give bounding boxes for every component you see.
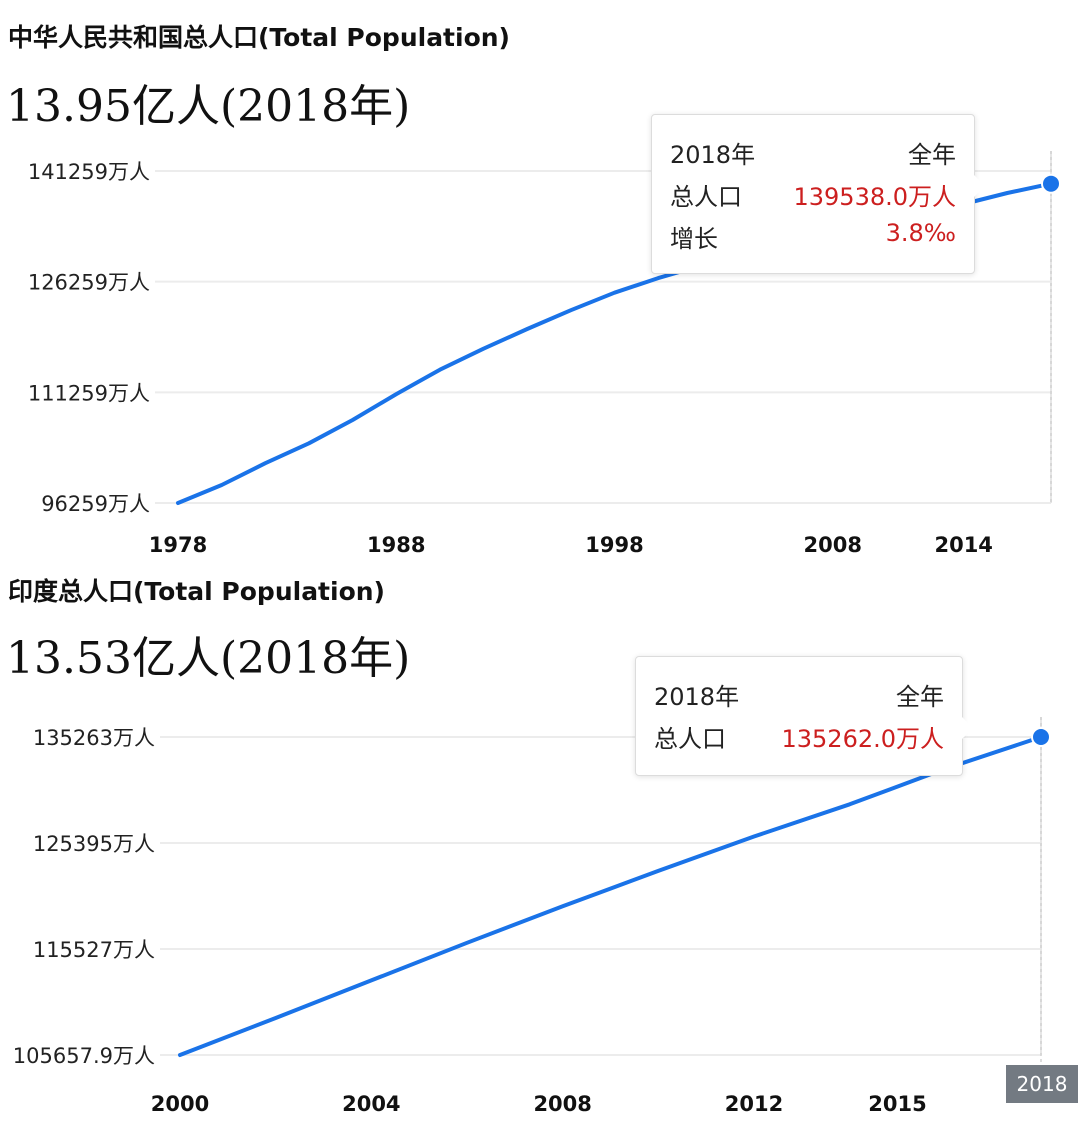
x-tick-label: 1998 (585, 533, 643, 557)
y-tick-label: 111259万人 (28, 381, 150, 405)
x-tick-label: 2014 (934, 533, 992, 557)
tooltip-growth-value: 3.8‰ (885, 219, 956, 247)
india-headline-value: 13.53亿人(2018年) (6, 633, 411, 684)
tooltip-pop-value: 135262.0万人 (781, 725, 944, 753)
x-tick-label: 2012 (725, 1092, 783, 1116)
y-tick-label: 96259万人 (41, 492, 150, 516)
india-population-panel: 印度总人口(Total Population) 13.53亿人(2018年) 1… (0, 570, 1080, 1128)
india-tooltip: 2018年 全年 总人口 135262.0万人 (635, 656, 973, 776)
tooltip-year: 2018年 (670, 141, 756, 169)
x-tick-label: 2008 (533, 1092, 591, 1116)
x-tick-label: 1978 (149, 533, 207, 557)
china-chart-title: 中华人民共和国总人口(Total Population) (8, 23, 510, 52)
india-line-chart: 135263万人 125395万人 115527万人 105657.9万人 2000 20… (13, 717, 1051, 1116)
tooltip-pop-label: 总人口 (670, 183, 742, 211)
x-tick-label: 2008 (804, 533, 862, 557)
tooltip-period: 全年 (908, 141, 956, 169)
tooltip-growth-label: 增长 (670, 225, 718, 253)
x-tick-label: 2000 (151, 1092, 209, 1116)
x-tick-label: 2015 (868, 1092, 926, 1116)
y-tick-label: 135263万人 (33, 726, 155, 750)
highlighted-year-badge: 2018 (1006, 1065, 1078, 1103)
y-tick-label: 126259万人 (28, 271, 150, 295)
x-tick-label: 2004 (342, 1092, 400, 1116)
tooltip-pop-value: 139538.0万人 (793, 183, 956, 211)
china-tooltip: 2018年 全年 总人口 139538.0万人 增长 3.8‰ (651, 114, 985, 274)
china-headline-value: 13.95亿人(2018年) (6, 81, 411, 132)
last-point-marker (1031, 727, 1051, 748)
y-tick-label: 125395万人 (33, 832, 155, 856)
y-tick-label: 141259万人 (28, 160, 150, 184)
last-point-marker (1041, 173, 1061, 194)
india-chart-title: 印度总人口(Total Population) (8, 577, 385, 606)
china-line-chart: 141259万人 126259万人 111259万人 96259万人 1978 1988 1… (28, 151, 1061, 557)
china-population-panel: 中华人民共和国总人口(Total Population) 13.95亿人(201… (6, 23, 1061, 557)
tooltip-pop-label: 总人口 (654, 725, 726, 753)
tooltip-year: 2018年 (654, 683, 740, 711)
y-tick-label: 115527万人 (33, 938, 155, 962)
series-line (178, 735, 1043, 1057)
x-tick-label: 1988 (367, 533, 425, 557)
tooltip-period: 全年 (896, 683, 944, 711)
y-tick-label: 105657.9万人 (13, 1044, 155, 1068)
